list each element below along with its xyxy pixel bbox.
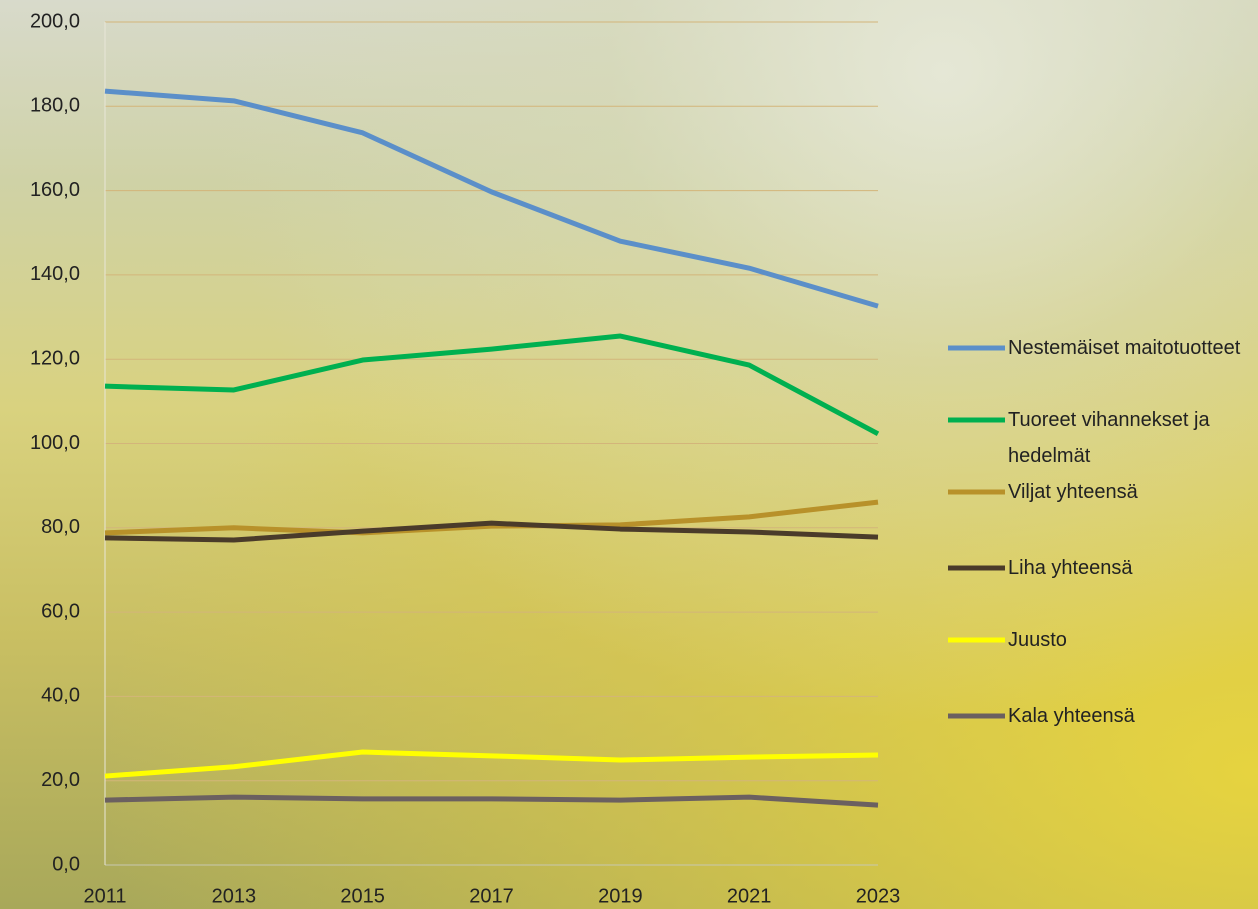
- x-tick-label: 2013: [212, 885, 257, 907]
- series-line: [105, 91, 878, 306]
- x-tick-label: 2019: [598, 885, 643, 907]
- y-tick-label: 180,0: [30, 95, 80, 117]
- y-tick-label: 80,0: [41, 516, 80, 538]
- y-tick-label: 200,0: [30, 10, 80, 32]
- series-line: [105, 752, 878, 776]
- y-tick-label: 40,0: [41, 685, 80, 707]
- y-tick-label: 60,0: [41, 600, 80, 622]
- y-tick-label: 0,0: [52, 853, 80, 875]
- x-tick-label: 2017: [469, 885, 514, 907]
- x-tick-label: 2021: [727, 885, 772, 907]
- legend-label: Nestemäiset maitotuotteet: [1008, 330, 1258, 366]
- legend-label: Liha yhteensä: [1008, 550, 1258, 586]
- legend-label: Juusto: [1008, 622, 1258, 658]
- legend-label: Kala yhteensä: [1008, 698, 1258, 734]
- page: {"chart_data": {"type": "line", "x": [20…: [0, 0, 1258, 909]
- y-tick-label: 100,0: [30, 432, 80, 454]
- legend-label: Tuoreet vihannekset ja hedelmät: [1008, 402, 1258, 474]
- x-tick-label: 2011: [83, 885, 126, 907]
- legend-label: Viljat yhteensä: [1008, 474, 1258, 510]
- series-line: [105, 797, 878, 805]
- y-tick-label: 140,0: [30, 263, 80, 285]
- x-tick-label: 2015: [340, 885, 385, 907]
- y-tick-label: 160,0: [30, 179, 80, 201]
- series-line: [105, 336, 878, 434]
- y-tick-label: 120,0: [30, 347, 80, 369]
- y-tick-label: 20,0: [41, 769, 80, 791]
- x-tick-label: 2023: [856, 885, 901, 907]
